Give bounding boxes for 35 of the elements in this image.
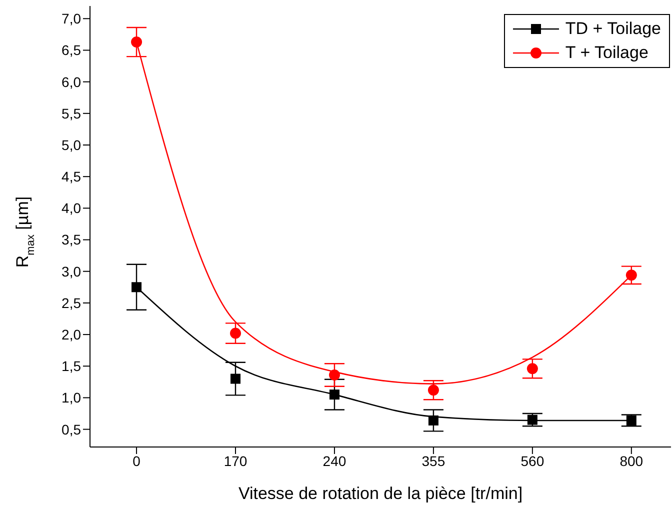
x-tick-label: 240 xyxy=(322,452,346,469)
y-tick-label: 5,0 xyxy=(62,136,82,153)
y-tick-label: 1,5 xyxy=(62,358,82,374)
point xyxy=(428,384,439,396)
point xyxy=(526,363,538,374)
point xyxy=(230,328,241,339)
x-tick-label: 170 xyxy=(224,452,248,469)
x-tick-label: 560 xyxy=(520,452,544,469)
y-tick-label: 0,5 xyxy=(62,421,82,438)
y-tick-label: 2,5 xyxy=(62,294,82,311)
y-tick-label: 3,0 xyxy=(62,263,82,280)
y-tick-label: 1,0 xyxy=(62,390,82,406)
y-tick-label: 4,5 xyxy=(62,168,82,185)
point xyxy=(527,414,538,425)
y-tick-label: 6,0 xyxy=(62,74,82,90)
y-tick-label: 3,5 xyxy=(62,232,82,248)
point xyxy=(328,369,340,380)
point xyxy=(626,415,636,426)
x-tick-label: 0 xyxy=(132,452,141,469)
x-axis-title: Vitesse de rotation de la pièce [tr/min] xyxy=(238,484,523,503)
legend-label: TD + Toilage xyxy=(565,19,661,39)
y-tick-label: 6,5 xyxy=(62,42,82,58)
legend-label: T + Toilage xyxy=(565,43,648,63)
point xyxy=(132,282,142,292)
point xyxy=(329,390,340,400)
y-tick-label: 5,5 xyxy=(62,105,82,122)
y-tick-label: 7,0 xyxy=(62,10,82,27)
y-tick-label: 4,0 xyxy=(62,200,82,216)
point xyxy=(131,36,142,48)
x-tick-label: 355 xyxy=(422,452,446,469)
point xyxy=(626,270,637,281)
x-tick-label: 800 xyxy=(620,452,644,469)
point xyxy=(230,374,240,384)
point xyxy=(428,415,438,426)
y-tick-label: 2,0 xyxy=(62,326,82,343)
